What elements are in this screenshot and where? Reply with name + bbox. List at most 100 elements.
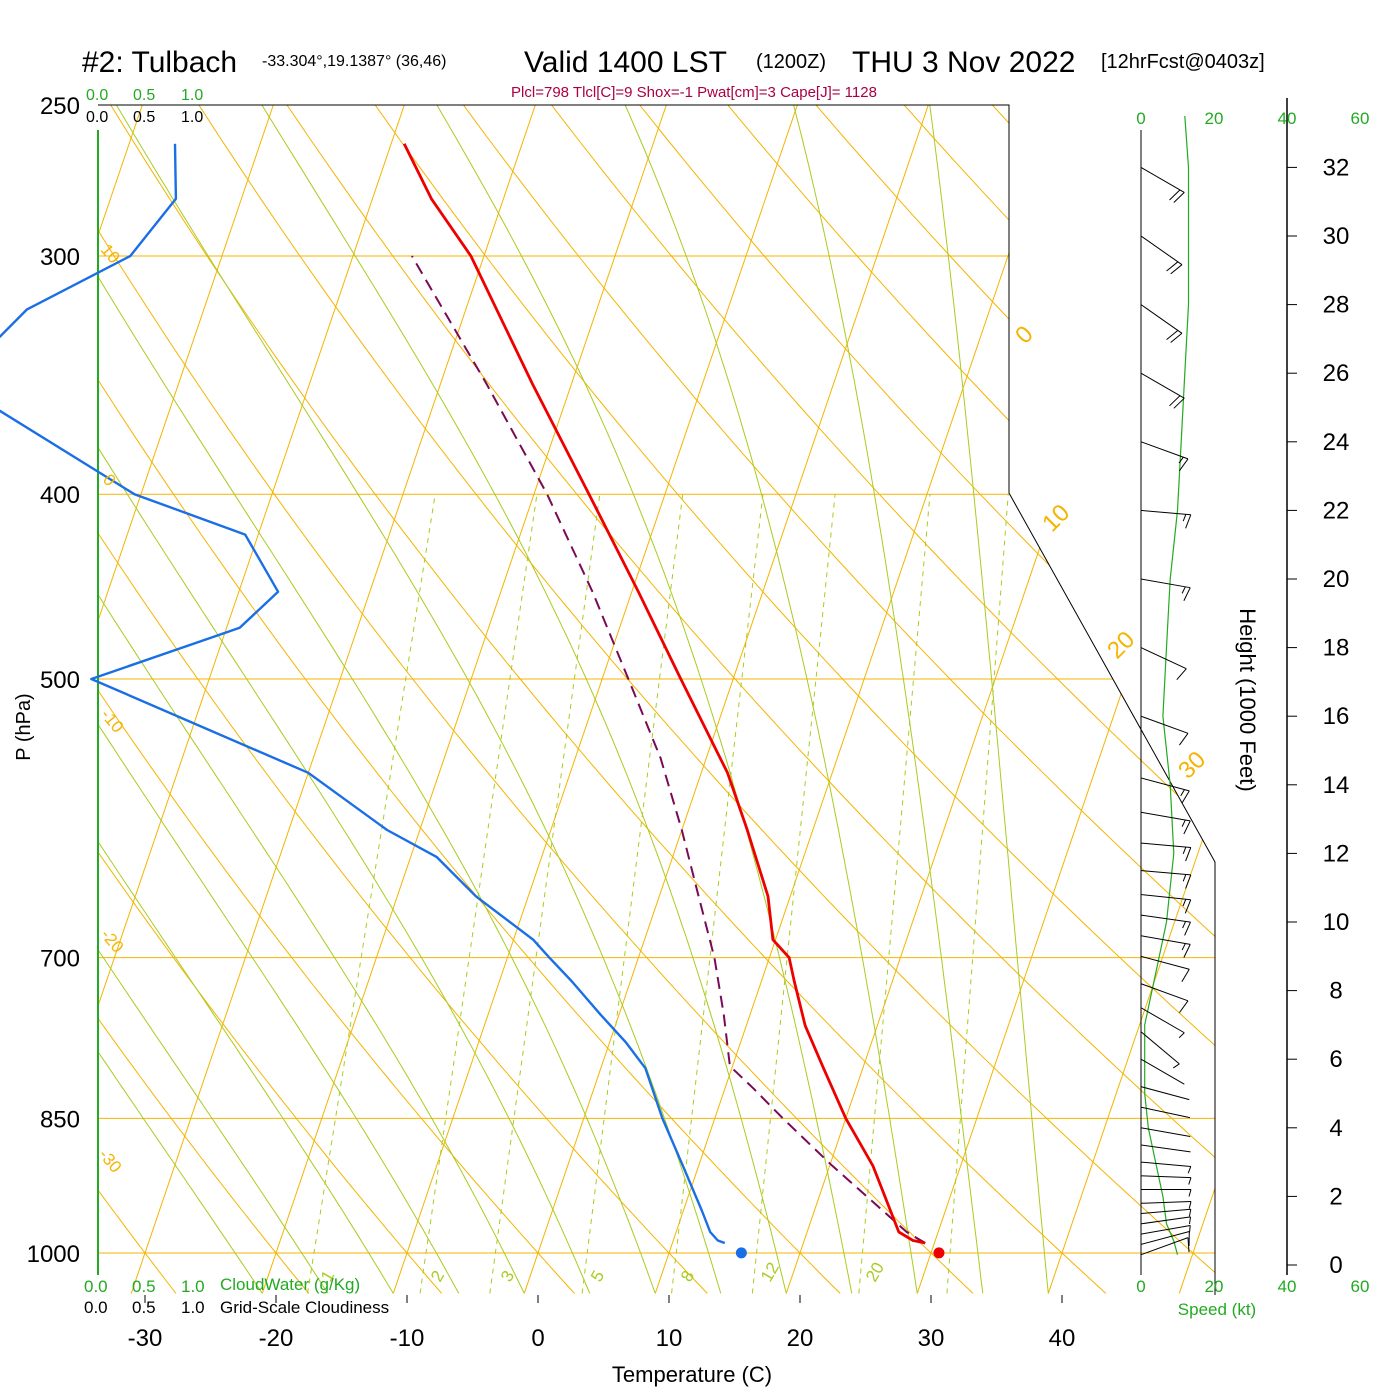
- isotherm-line: [261, 105, 679, 1294]
- wind-barb: [1140, 983, 1189, 1013]
- height-tick-label: 20: [1323, 566, 1350, 593]
- isotherm-line: [392, 105, 810, 1294]
- height-tick-label: 2: [1329, 1183, 1342, 1210]
- isotherm-line: [1047, 105, 1215, 1294]
- wind-barb-half-flag: [1182, 874, 1187, 882]
- wind-barb-shaft: [1140, 441, 1189, 460]
- speed-scale-top: 0 20 40 60: [1136, 109, 1369, 128]
- height-tick-label: 22: [1323, 497, 1350, 524]
- zulu-time: (1200Z): [756, 51, 826, 73]
- wind-barb-shaft: [1140, 1127, 1191, 1137]
- isotherm-line: [98, 105, 417, 1294]
- cloud-bottom-tick: 0.5: [132, 1277, 156, 1296]
- mixing-ratio-label: 3: [497, 1267, 518, 1285]
- moist-adiabat: [98, 105, 394, 1294]
- wind-barb-flag: [1185, 514, 1192, 529]
- dry-adiabat: [1135, 105, 1215, 1294]
- cloudiness-label: Grid-Scale Cloudiness: [220, 1298, 389, 1317]
- y-axis-title: P (hPa): [13, 693, 35, 760]
- wind-barb: [1140, 1237, 1190, 1256]
- wind-speed-curve: [1144, 115, 1190, 1255]
- dry-adiabat: [786, 105, 1215, 1294]
- wind-barb-shaft: [1140, 1007, 1185, 1034]
- isotherm-line: [916, 105, 1215, 1294]
- mixing-ratio-line: [581, 494, 684, 1294]
- wind-barb-flag: [1179, 458, 1189, 471]
- mixing-ratio-label: 5: [587, 1267, 608, 1285]
- wind-barb-shaft: [1140, 870, 1191, 876]
- cloud-bottom-tick: 0.0: [84, 1277, 108, 1296]
- x-tick-label: -30: [128, 1325, 163, 1352]
- wind-barb-flag: [1187, 1237, 1190, 1253]
- isotherm-line: [1310, 71, 1400, 1293]
- cloud-bottom-tick: 1.0: [181, 1298, 205, 1317]
- moist-adiabat: [924, 105, 1049, 1294]
- wind-barb-half-flag: [1188, 1189, 1192, 1197]
- wind-barb-half-flag: [1181, 819, 1186, 827]
- mixing-ratio-label: 8: [677, 1267, 698, 1285]
- wind-barb-shaft: [1140, 372, 1185, 399]
- height-tick-label: 24: [1323, 429, 1350, 456]
- moist-adiabat: [98, 105, 525, 1294]
- wind-barb: [1140, 955, 1190, 982]
- dry-adiabat: [1310, 71, 1400, 1293]
- isotherm-line: [0, 71, 23, 1293]
- dry-adiabat: [961, 105, 1215, 1294]
- wind-barb-flag: [1173, 192, 1185, 203]
- cloud-top-tick: 0.5: [133, 87, 155, 104]
- wind-barb-flag: [1183, 820, 1191, 835]
- wind-barb-shaft: [1140, 935, 1191, 945]
- wind-barb-half-flag: [1187, 1166, 1192, 1174]
- wind-barb-half-flag: [1188, 1201, 1192, 1209]
- height-tick-label: 18: [1323, 635, 1350, 662]
- dry-adiabat: [264, 105, 1215, 1294]
- mixing-ratio-label: 2: [427, 1267, 448, 1285]
- moist-adiabat: [98, 105, 460, 1294]
- dry-adiabat: [98, 105, 575, 1294]
- wind-barb-shaft: [1140, 1230, 1190, 1245]
- wind-barb: [1140, 509, 1192, 529]
- moist-adiabat: [98, 105, 722, 1294]
- pressure-tick-label: 850: [40, 1106, 80, 1133]
- wind-barb-shaft: [1140, 1208, 1191, 1215]
- wind-barb-flag: [1185, 874, 1192, 889]
- cloud-top-tick: 0.5: [133, 109, 155, 126]
- wind-barb-shaft: [1140, 1216, 1191, 1225]
- cloud-top-scale-green: 0.0 0.5 1.0: [86, 87, 203, 104]
- wind-barb: [1140, 1007, 1185, 1039]
- wind-barb-flag: [1184, 921, 1191, 936]
- wind-barb-half-flag: [1181, 586, 1186, 594]
- dry-adiabat-label: 10: [97, 240, 124, 267]
- dry-adiabat-label: 30: [1173, 746, 1211, 784]
- wind-barb-flag: [1166, 261, 1179, 272]
- wind-barb-half-flag: [1180, 789, 1185, 797]
- dry-adiabat: [98, 105, 177, 1294]
- wind-barb: [1140, 1106, 1191, 1119]
- wind-barb: [1140, 1058, 1185, 1085]
- wind-barb: [1140, 1161, 1192, 1174]
- wind-barb-shaft: [1140, 1031, 1180, 1065]
- moist-adiabat: [784, 105, 984, 1294]
- wind-barb: [1140, 1230, 1190, 1247]
- temperature-profile: [402, 143, 926, 1245]
- height-tick-label: 10: [1323, 909, 1350, 936]
- valid-time: Valid 1400 LST: [524, 46, 727, 79]
- wind-barb-flag: [1185, 847, 1192, 862]
- wind-barb-shaft: [1140, 1175, 1191, 1179]
- cloud-bottom-tick: 0.0: [84, 1298, 108, 1317]
- height-tick-label: 0: [1329, 1252, 1342, 1279]
- wind-barb: [1140, 715, 1189, 746]
- mixing-ratio-line: [489, 494, 601, 1294]
- height-tick-label: 16: [1323, 703, 1350, 730]
- wind-barb: [1140, 1208, 1192, 1217]
- wind-barb-shaft: [1140, 647, 1187, 670]
- cloud-top-tick: 1.0: [181, 109, 203, 126]
- wind-barb-shaft: [1140, 842, 1191, 848]
- dry-adiabat-label: 10: [1037, 499, 1075, 537]
- dry-adiabat: [438, 105, 1215, 1294]
- x-axis-title: Temperature (C): [612, 1362, 772, 1387]
- moist-adiabat: [240, 105, 787, 1294]
- wind-barb-flag: [1181, 790, 1190, 804]
- speed-top-tick: 60: [1351, 109, 1370, 128]
- pressure-tick-label: 700: [40, 946, 80, 973]
